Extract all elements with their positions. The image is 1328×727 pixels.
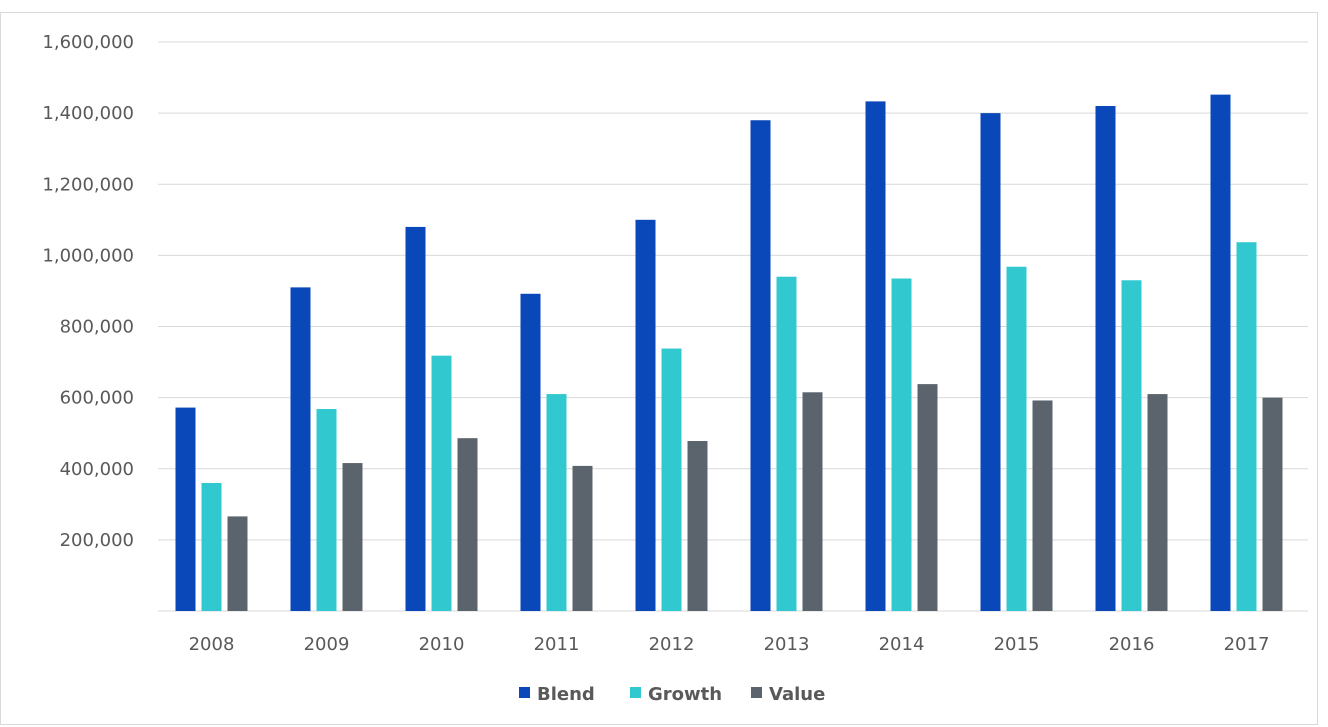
bar-growth-2012	[661, 348, 682, 611]
bars	[175, 94, 1283, 612]
x-tick-label: 2015	[994, 634, 1040, 655]
bar-growth-2013	[776, 276, 797, 611]
bar-blend-2017	[1210, 94, 1231, 611]
bar-blend-2011	[520, 293, 541, 611]
y-tick-label: 1,400,000	[42, 103, 134, 124]
y-tick-label: 1,600,000	[42, 32, 134, 53]
bar-value-2017	[1262, 397, 1283, 611]
bar-growth-2008	[201, 482, 222, 611]
x-tick-label: 2008	[189, 634, 235, 655]
x-tick-label: 2012	[649, 634, 695, 655]
bar-blend-2008	[175, 407, 196, 611]
bar-value-2014	[917, 384, 938, 611]
y-tick-label: 1,000,000	[42, 245, 134, 266]
y-tick-label: 600,000	[60, 388, 134, 409]
y-tick-label: 400,000	[60, 459, 134, 480]
legend-swatch-value	[751, 687, 762, 698]
bar-value-2010	[457, 438, 478, 611]
legend-label-value: Value	[769, 684, 825, 705]
legend-swatch-blend	[519, 687, 530, 698]
bar-growth-2011	[546, 394, 567, 611]
bar-growth-2017	[1236, 242, 1257, 612]
legend-label-growth: Growth	[648, 684, 722, 705]
y-tick-label: 200,000	[60, 530, 134, 551]
bar-blend-2015	[980, 113, 1001, 611]
bar-value-2016	[1147, 394, 1168, 611]
legend-label-blend: Blend	[537, 684, 595, 705]
x-tick-label: 2016	[1109, 634, 1155, 655]
x-tick-label: 2009	[304, 634, 350, 655]
x-tick-label: 2011	[534, 634, 580, 655]
y-tick-label: 800,000	[60, 317, 134, 338]
bar-growth-2015	[1006, 266, 1027, 611]
bar-blend-2014	[865, 101, 886, 611]
bar-value-2012	[687, 441, 708, 611]
bar-value-2008	[227, 516, 248, 611]
x-tick-label: 2013	[764, 634, 810, 655]
x-tick-label: 2017	[1224, 634, 1270, 655]
bar-value-2009	[342, 463, 363, 611]
bar-blend-2016	[1095, 106, 1116, 611]
bar-value-2013	[802, 392, 823, 611]
bar-growth-2009	[316, 409, 337, 611]
bar-value-2015	[1032, 400, 1053, 611]
bar-blend-2010	[405, 226, 426, 612]
bar-blend-2009	[290, 287, 311, 611]
y-tick-label: 1,200,000	[42, 174, 134, 195]
y-axis: 1,600,000 1,400,000 1,200,000 1,000,000 800,…	[42, 32, 134, 551]
x-tick-label: 2010	[419, 634, 465, 655]
x-tick-label: 2014	[879, 634, 925, 655]
x-axis: 2008 2009 2010 2011 2012 2013 2014 2015 2016 2017	[189, 634, 1270, 655]
bar-growth-2016	[1121, 280, 1142, 611]
bar-growth-2010	[431, 355, 452, 611]
bar-growth-2014	[891, 278, 912, 611]
legend: Blend Growth Value	[519, 684, 825, 705]
bar-value-2011	[572, 465, 593, 611]
legend-swatch-growth	[630, 687, 641, 698]
bar-blend-2013	[750, 120, 771, 612]
bar-blend-2012	[635, 219, 656, 611]
